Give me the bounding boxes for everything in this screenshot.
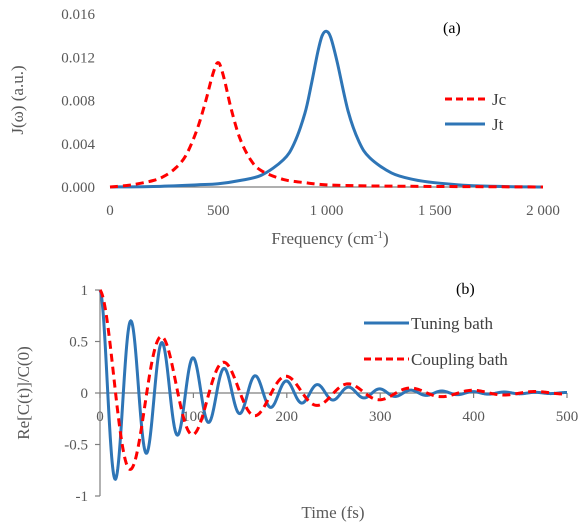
- panel-a: 0.000 0.004 0.008 0.012 0.016 0 500 1 000 1 500…: [8, 7, 560, 248]
- panel-a-xtick-label: 1 500: [418, 203, 452, 219]
- series-line-jc: [109, 61, 544, 189]
- panel-b: -1 -0.5 0 0.5 1 0 100 200 300 400 500 (b) Re[C(t)…: [14, 281, 578, 522]
- panel-a-xlabel-tail: ): [383, 229, 389, 248]
- panel-b-xtick-label: 300: [369, 409, 392, 425]
- panel-a-label: (a): [443, 20, 461, 37]
- panel-a-ytick-label: 0.000: [61, 180, 95, 196]
- panel-b-ytick-label: -0.5: [64, 438, 88, 454]
- panel-a-xlabel-sup: -1: [374, 229, 383, 241]
- panel-b-ytick-label: -1: [76, 489, 89, 505]
- legend-coupling-label: Coupling bath: [411, 350, 508, 369]
- panel-a-ytick-label: 0.008: [61, 94, 95, 110]
- legend-jt-label: Jt: [492, 115, 504, 134]
- panel-b-xlabel: Time (fs): [301, 503, 364, 522]
- panel-a-ytick-label: 0.004: [61, 137, 95, 153]
- panel-b-ytick-label: 0: [81, 386, 89, 402]
- panel-b-xtick-label: 200: [276, 409, 299, 425]
- series-line-tuning-bath: [98, 289, 568, 481]
- panel-b-xtick-label: 500: [556, 409, 579, 425]
- series-line-jt: [109, 29, 544, 189]
- panel-b-label: (b): [456, 281, 475, 298]
- panel-b-ylabel: Re[C(t)]/C(0): [14, 346, 33, 439]
- panel-a-xtick-label: 500: [207, 203, 230, 219]
- legend-tuning-label: Tuning bath: [411, 314, 494, 333]
- panel-a-ytick-label: 0.016: [61, 7, 95, 23]
- panel-b-legend: Tuning bath Coupling bath: [364, 314, 508, 369]
- panel-a-ytick-label: 0.012: [61, 50, 95, 66]
- panel-a-xtick-label: 2 000: [526, 203, 560, 219]
- legend-jc-label: Jc: [492, 90, 507, 109]
- panel-a-legend: Jc Jt: [445, 90, 507, 134]
- panel-a-xlabel-main: Frequency (cm: [271, 229, 373, 248]
- panel-a-xlabel: Frequency (cm-1): [271, 229, 388, 248]
- panel-b-ytick-label: 1: [81, 283, 89, 299]
- panel-a-xtick-label: 1 000: [310, 203, 344, 219]
- panel-a-xtick-label: 0: [106, 203, 114, 219]
- panel-b-xtick-label: 0: [96, 409, 104, 425]
- panel-b-ytick-label: 0.5: [69, 335, 88, 351]
- panel-b-xtick-label: 400: [462, 409, 485, 425]
- panel-a-ylabel: J(ω) (a.u.): [8, 65, 27, 134]
- panel-b-xtick-label: 100: [182, 409, 205, 425]
- series-line-coupling-bath: [98, 289, 568, 471]
